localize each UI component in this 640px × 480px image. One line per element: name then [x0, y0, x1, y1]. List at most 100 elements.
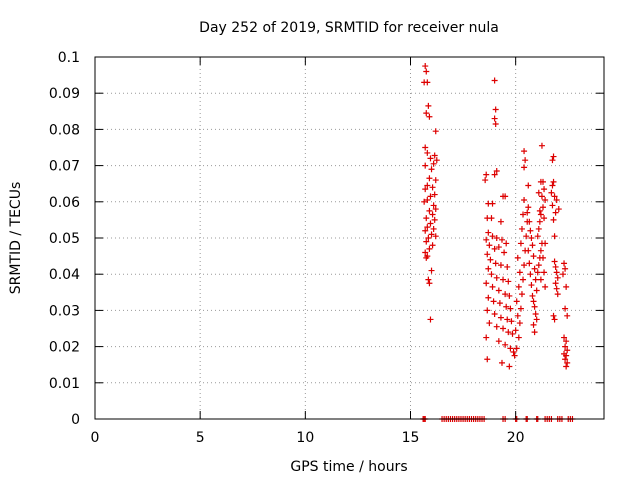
data-point — [505, 278, 512, 285]
data-point — [503, 303, 510, 310]
data-point — [528, 282, 535, 289]
y-tick-label: 0.02 — [49, 340, 80, 356]
data-point — [552, 209, 559, 216]
data-point — [422, 162, 429, 169]
data-point — [535, 225, 542, 232]
data-point — [423, 215, 430, 222]
data-point — [550, 216, 557, 223]
data-point — [563, 352, 570, 359]
y-tick-label: 0.06 — [49, 195, 80, 211]
data-point — [493, 168, 500, 175]
data-point — [531, 303, 538, 310]
data-point — [432, 206, 439, 213]
data-point — [423, 110, 430, 117]
data-point — [559, 271, 566, 278]
data-point — [561, 260, 568, 267]
data-point — [491, 311, 498, 318]
data-point — [489, 200, 496, 207]
data-point — [421, 198, 428, 205]
data-point — [515, 283, 522, 290]
ticks: 0 0.01 0.02 0.03 0.04 0.05 0.06 0.07 0.08 0.09 0.1… — [49, 50, 604, 446]
x-tick-label: 20 — [507, 430, 525, 446]
data-point — [495, 244, 502, 251]
data-point — [521, 262, 528, 269]
data-point — [529, 292, 536, 299]
data-point — [508, 318, 515, 325]
data-point — [512, 327, 519, 334]
data-point — [493, 235, 500, 241]
data-point — [428, 231, 435, 238]
grid — [95, 57, 604, 419]
data-point — [502, 193, 509, 200]
data-point — [537, 247, 544, 254]
data-point — [484, 356, 491, 363]
data-point — [521, 196, 528, 203]
data-point — [482, 177, 489, 184]
data-point — [432, 177, 439, 184]
data-point — [525, 247, 532, 254]
y-tick-label: 0.07 — [49, 159, 80, 175]
data-point — [428, 166, 435, 173]
data-point — [491, 245, 498, 252]
data-point — [484, 251, 491, 258]
data-point — [507, 305, 514, 312]
data-point — [521, 164, 528, 171]
data-point — [493, 323, 500, 330]
data-point — [430, 202, 437, 209]
y-tick-label: 0.09 — [49, 86, 80, 102]
y-tick-label: 0.04 — [49, 267, 80, 283]
data-point — [527, 271, 534, 278]
data-point — [527, 227, 534, 234]
data-point — [520, 211, 527, 218]
data-point — [514, 254, 521, 261]
data-point — [535, 262, 542, 269]
data-point — [492, 260, 499, 267]
data-point — [540, 254, 547, 261]
data-point — [426, 113, 433, 120]
data-point — [542, 240, 549, 247]
data-point — [429, 211, 436, 218]
data-point — [488, 271, 495, 278]
data-point — [510, 349, 517, 356]
data-point — [521, 148, 528, 155]
data-point — [536, 218, 543, 225]
x-tick-label: 5 — [196, 430, 205, 446]
data-point — [497, 262, 504, 269]
data-point — [423, 238, 430, 245]
data-point — [518, 225, 525, 232]
data-point — [552, 280, 559, 287]
data-point — [502, 341, 509, 348]
data-point — [525, 204, 532, 211]
data-point — [553, 269, 560, 276]
x-tick-label: 10 — [296, 430, 314, 446]
data-point — [496, 300, 503, 307]
data-point — [497, 218, 504, 225]
data-point — [528, 235, 535, 241]
data-point — [541, 269, 548, 276]
data-point — [426, 245, 433, 252]
data-point — [484, 307, 491, 314]
data-point — [540, 204, 547, 211]
data-point — [504, 263, 511, 270]
data-point — [425, 235, 432, 241]
data-point — [422, 144, 429, 151]
data-point — [551, 193, 558, 200]
data-point — [431, 216, 438, 223]
data-point — [562, 356, 569, 363]
data-point — [549, 157, 556, 164]
data-point — [516, 269, 523, 276]
x-tick-label: 15 — [402, 430, 420, 446]
data-point — [429, 242, 436, 249]
data-point — [504, 316, 511, 323]
data-point — [491, 77, 498, 84]
data-point — [550, 312, 557, 319]
data-point — [530, 253, 537, 260]
data-point — [430, 160, 437, 167]
data-point — [500, 276, 507, 283]
data-point — [530, 321, 537, 328]
data-point — [487, 256, 494, 263]
data-point — [564, 347, 571, 354]
data-point — [427, 155, 434, 162]
data-point — [513, 298, 520, 305]
